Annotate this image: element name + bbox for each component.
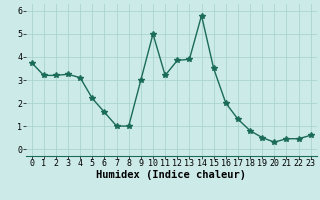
X-axis label: Humidex (Indice chaleur): Humidex (Indice chaleur)	[96, 170, 246, 180]
